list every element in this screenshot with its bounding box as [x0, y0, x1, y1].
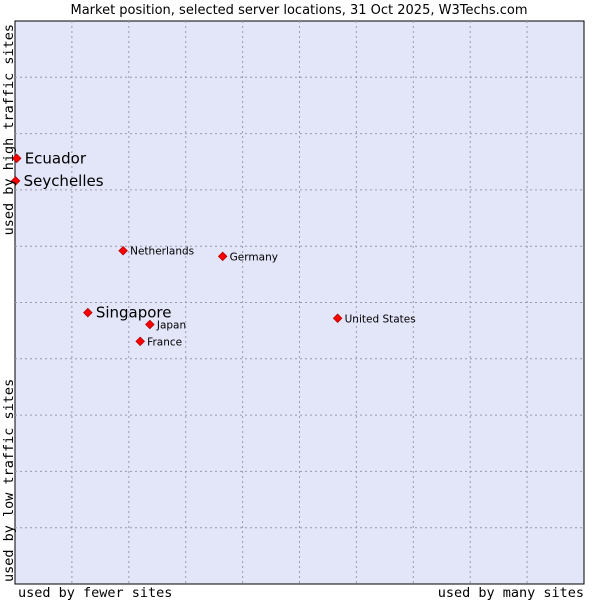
chart-title: Market position, selected server locatio…: [70, 3, 527, 18]
point-germany: [217, 251, 228, 262]
point-label-ecuador: Ecuador: [25, 149, 87, 167]
point-label-japan: Japan: [156, 319, 186, 331]
point-label-france: France: [147, 336, 182, 348]
point-united-states: [332, 313, 343, 324]
point-france: [135, 336, 145, 347]
point-seychelles: [10, 176, 21, 186]
point-label-netherlands: Netherlands: [130, 246, 194, 258]
point-japan: [145, 319, 155, 330]
point-ecuador: [11, 153, 22, 164]
y-axis-label-top: used by high traffic sites: [1, 24, 17, 235]
point-label-germany: Germany: [230, 251, 278, 263]
point-label-singapore: Singapore: [96, 304, 172, 322]
point-label-united-states: United States: [345, 313, 416, 325]
point-label-seychelles: Seychelles: [24, 172, 104, 190]
x-axis-label-left: used by fewer sites: [18, 585, 172, 600]
x-axis-label-right: used by many sites: [438, 585, 584, 600]
y-axis-label-bottom: used by low traffic sites: [1, 379, 17, 582]
data-points: Ecuador Seychelles Netherlands Germany Singa…: [10, 149, 416, 348]
grid-lines: [15, 21, 584, 584]
point-singapore: [83, 307, 93, 318]
point-netherlands: [118, 245, 128, 256]
